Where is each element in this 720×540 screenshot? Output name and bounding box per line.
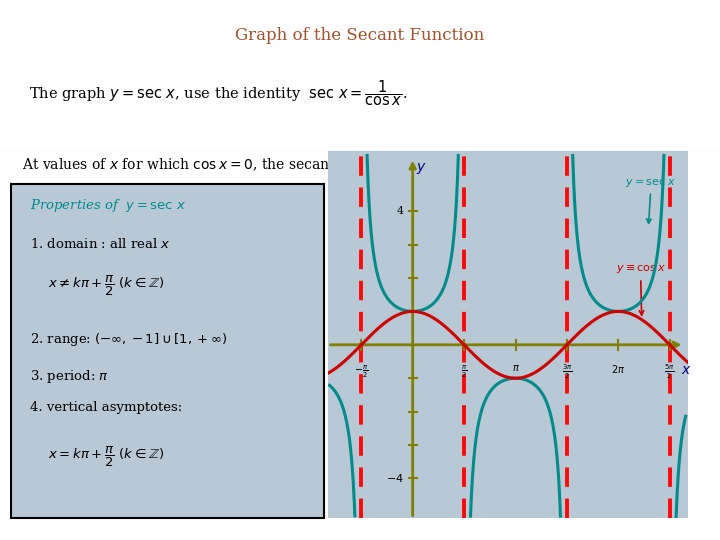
Text: and its graph has vertical asymptotes.: and its graph has vertical asymptotes.	[22, 184, 292, 198]
Text: $\frac{3\pi}{2}$: $\frac{3\pi}{2}$	[562, 363, 572, 381]
Text: At values of $x$ for which $\cos x = 0$, the secant function is undefined: At values of $x$ for which $\cos x = 0$,…	[22, 157, 489, 173]
Text: 1. domain : all real $x$: 1. domain : all real $x$	[30, 237, 170, 251]
Text: 4. vertical asymptotes:: 4. vertical asymptotes:	[30, 401, 182, 414]
Text: $-\frac{\pi}{2}$: $-\frac{\pi}{2}$	[354, 363, 369, 380]
Text: Properties of  $y = \mathrm{sec}\ x$: Properties of $y = \mathrm{sec}\ x$	[30, 197, 186, 214]
Text: $x = k\pi + \dfrac{\pi}{2}\ (k \in \mathbb{Z})$: $x = k\pi + \dfrac{\pi}{2}\ (k \in \math…	[48, 445, 165, 469]
Text: $x \neq k\pi + \dfrac{\pi}{2}\ (k \in \mathbb{Z})$: $x \neq k\pi + \dfrac{\pi}{2}\ (k \in \m…	[48, 274, 165, 298]
Text: 3. period: $\pi$: 3. period: $\pi$	[30, 368, 109, 384]
Text: $y = \mathrm{sec}\ x$: $y = \mathrm{sec}\ x$	[626, 177, 677, 224]
Text: $-4$: $-4$	[386, 472, 403, 484]
Text: $\frac{\pi}{2}$: $\frac{\pi}{2}$	[461, 363, 467, 380]
Text: $y$: $y$	[415, 161, 426, 176]
FancyBboxPatch shape	[11, 184, 324, 518]
Text: $\frac{5\pi}{2}$: $\frac{5\pi}{2}$	[665, 363, 675, 381]
Text: $\pi$: $\pi$	[511, 363, 520, 373]
Text: Graph of the Secant Function: Graph of the Secant Function	[235, 27, 485, 44]
Text: $y \equiv \cos x$: $y \equiv \cos x$	[616, 264, 665, 315]
Text: $x$: $x$	[680, 363, 691, 377]
Text: The graph $y = \mathrm{sec}\ x$, use the identity  $\mathrm{sec}\ x = \dfrac{1}{: The graph $y = \mathrm{sec}\ x$, use the…	[29, 79, 408, 108]
Text: 4: 4	[397, 206, 403, 217]
Text: 2. range: $(-\infty, -1] \cup [1, +\infty)$: 2. range: $(-\infty, -1] \cup [1, +\inft…	[30, 331, 227, 348]
Text: $2\pi$: $2\pi$	[611, 363, 626, 375]
